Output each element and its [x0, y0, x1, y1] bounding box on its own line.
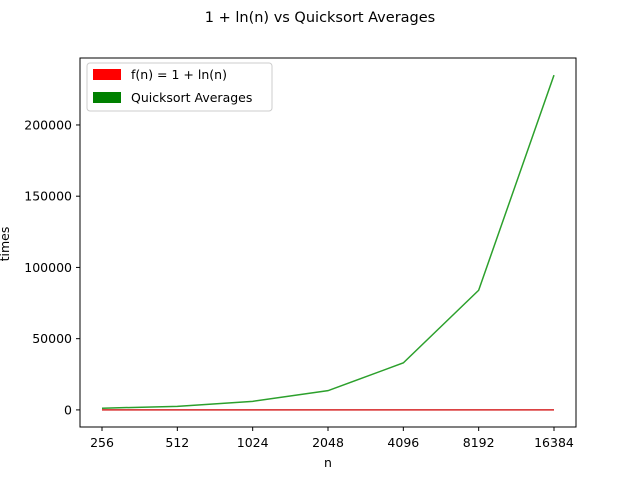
legend: f(n) = 1 + ln(n) Quicksort Averages: [86, 62, 273, 112]
legend-swatch-fn: [93, 69, 121, 80]
y-tick-label: 0: [64, 402, 72, 417]
legend-frame: [86, 62, 273, 112]
legend-label-fn: f(n) = 1 + ln(n): [131, 67, 227, 82]
y-axis-ticks: 0 50000 100000 150000 200000: [24, 117, 80, 417]
x-tick-label: 256: [90, 435, 114, 450]
x-tick-label: 8192: [463, 435, 495, 450]
y-tick-label: 200000: [24, 117, 72, 132]
y-axis-label: times: [0, 227, 12, 262]
x-tick-label: 16384: [534, 435, 574, 450]
chart-title: 1 + ln(n) vs Quicksort Averages: [205, 10, 435, 26]
y-tick-label: 100000: [24, 260, 72, 275]
axes-frame: [79, 57, 577, 428]
plot-lines: [101, 74, 555, 411]
legend-swatch-quicksort: [93, 92, 121, 103]
x-tick-label: 512: [165, 435, 189, 450]
y-tick-label: 150000: [24, 189, 72, 204]
y-tick-label: 50000: [32, 331, 72, 346]
x-tick-label: 4096: [387, 435, 419, 450]
x-tick-label: 1024: [237, 435, 269, 450]
legend-label-quicksort: Quicksort Averages: [131, 90, 252, 105]
x-tick-label: 2048: [312, 435, 344, 450]
series-line-quicksort: [101, 74, 555, 409]
x-axis-ticks: 256 512 1024 2048 4096 8192 16384: [90, 427, 574, 450]
x-axis-label: n: [324, 455, 332, 470]
